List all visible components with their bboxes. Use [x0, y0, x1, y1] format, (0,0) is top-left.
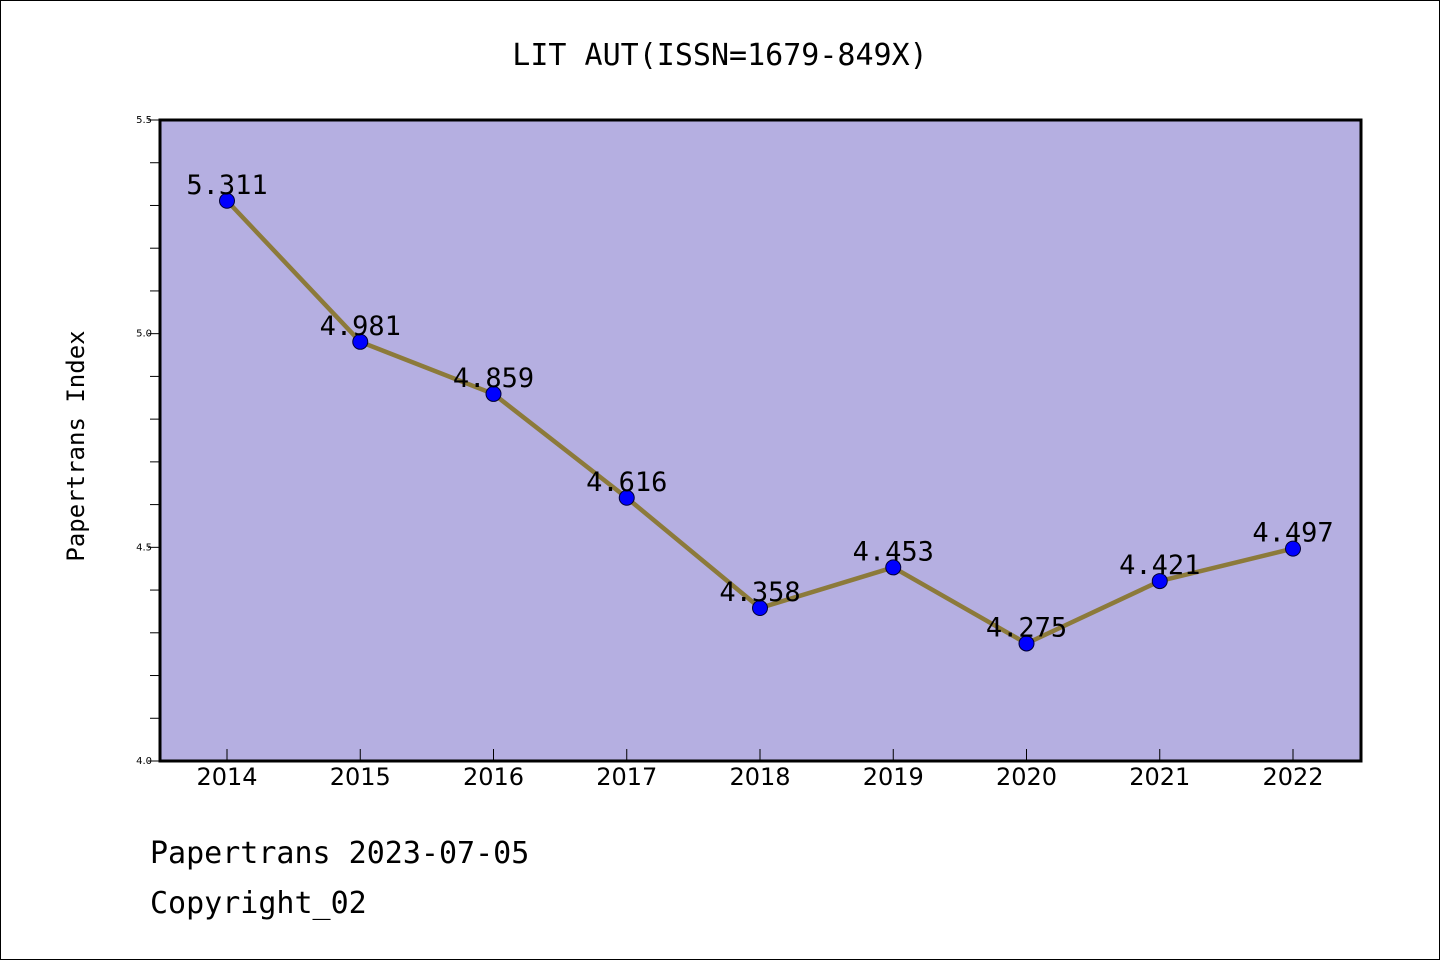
data-label: 4.497 [1252, 518, 1333, 549]
x-tick-label: 2018 [729, 763, 790, 791]
data-point-marker [885, 559, 902, 576]
chart-title: LIT AUT(ISSN=1679-849X) [512, 38, 928, 73]
x-tick-label: 2014 [196, 763, 257, 791]
data-point-marker [618, 489, 635, 506]
x-axis: 2014 2015 2016 2017 2018 2019 2020 2021 2022 [196, 749, 1324, 791]
y-tick-label: 5.5 [136, 115, 152, 126]
data-point-marker [1018, 635, 1035, 652]
data-point-marker [485, 385, 502, 402]
data-label: 5.311 [186, 170, 267, 201]
y-tick-label: 4.0 [136, 756, 152, 767]
x-tick-label: 2015 [330, 763, 391, 791]
data-label: 4.275 [986, 612, 1067, 643]
x-tick-label: 2019 [863, 763, 924, 791]
data-label: 4.453 [853, 536, 934, 567]
x-tick-label: 2022 [1262, 763, 1323, 791]
data-label: 4.859 [453, 363, 534, 394]
y-tick-label: 5.0 [136, 329, 152, 340]
data-point-marker [352, 333, 369, 350]
x-tick-label: 2017 [596, 763, 657, 791]
data-point-marker [219, 192, 235, 209]
data-label: 4.981 [320, 311, 401, 342]
data-label: 4.421 [1119, 550, 1200, 581]
data-label: 4.616 [586, 467, 667, 498]
data-label-layer: 5.311 4.981 4.859 4.616 4.358 4.453 4.275 4.421… [186, 170, 1333, 644]
y-axis: 4.0 4.5 5.0 5.5 [136, 115, 160, 767]
data-point-marker [752, 600, 768, 617]
plot-area [158, 118, 1363, 763]
data-label: 4.358 [719, 577, 800, 608]
x-tick-label: 2021 [1129, 763, 1190, 791]
footer-date-text: Papertrans 2023-07-05 [150, 836, 530, 871]
footer-copyright-text: Copyright_02 [150, 886, 367, 921]
x-tick-label: 2020 [996, 763, 1057, 791]
x-tick-label: 2016 [463, 763, 524, 791]
data-point-marker [1285, 540, 1301, 557]
y-axis-title: Papertrans Index [62, 330, 90, 561]
data-point-marker [1151, 573, 1168, 590]
series-layer [219, 192, 1301, 652]
y-tick-label: 4.5 [136, 542, 152, 553]
